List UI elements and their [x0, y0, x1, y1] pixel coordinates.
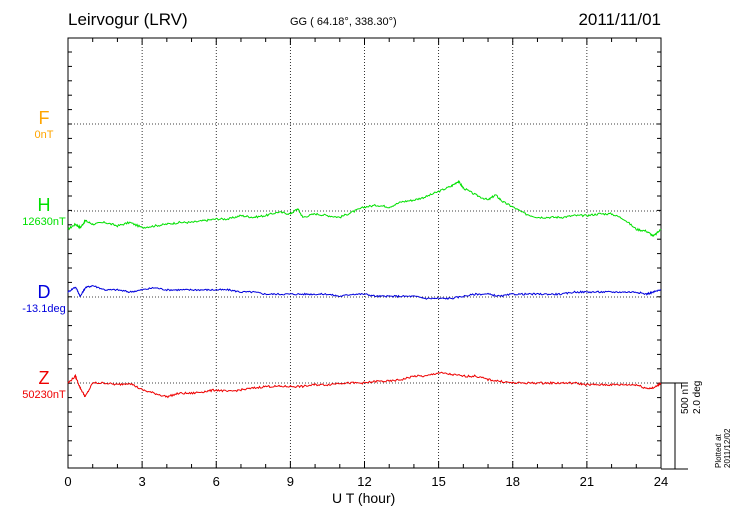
component-baseline: 12630nT — [22, 216, 66, 228]
plot-frame — [67, 37, 662, 469]
component-name: F — [38, 108, 50, 128]
x-tick-label: 12 — [357, 474, 372, 489]
component-label-z: Z 50230nT — [9, 368, 79, 402]
component-baseline: 50230nT — [22, 389, 66, 401]
x-tick-label: 6 — [212, 474, 220, 489]
series-line-d — [67, 285, 661, 300]
component-name: H — [37, 195, 51, 215]
x-tick-label: 18 — [505, 474, 520, 489]
series-lines — [67, 179, 662, 399]
component-name: D — [37, 282, 51, 302]
x-tick-label: 3 — [138, 474, 146, 489]
x-tick-label: 9 — [286, 474, 294, 489]
plot-date: 2011/11/01 — [578, 10, 661, 29]
x-axis-title: U T (hour) — [332, 490, 396, 506]
component-baseline: -13.1deg — [22, 303, 66, 315]
component-label-h: H 12630nT — [9, 195, 79, 229]
x-tick-label: 24 — [653, 474, 669, 489]
station-coordinates: GG ( 64.18°, 338.30°) — [290, 16, 397, 28]
scale-angle-label: 2.0 deg — [692, 380, 703, 414]
series-line-z — [67, 371, 662, 399]
component-baseline: 0nT — [34, 129, 54, 141]
scale-field-label: 500 nT — [680, 382, 691, 414]
scale-bar — [661, 382, 688, 470]
component-label-f: F 0nT — [9, 108, 79, 142]
station-name: Leirvogur (LRV) — [68, 10, 188, 29]
component-name: Z — [38, 368, 50, 388]
x-tick-label: 21 — [579, 474, 595, 489]
x-tick-label: 0 — [64, 474, 72, 489]
grid-lines — [68, 38, 661, 468]
plotted-timestamp: Plotted at 2011/12/02 01:02 UT — [714, 428, 730, 468]
x-tick-label: 15 — [431, 474, 446, 489]
component-label-d: D -13.1deg — [9, 282, 79, 316]
x-axis-ticks — [67, 38, 662, 468]
series-line-h — [67, 179, 662, 238]
